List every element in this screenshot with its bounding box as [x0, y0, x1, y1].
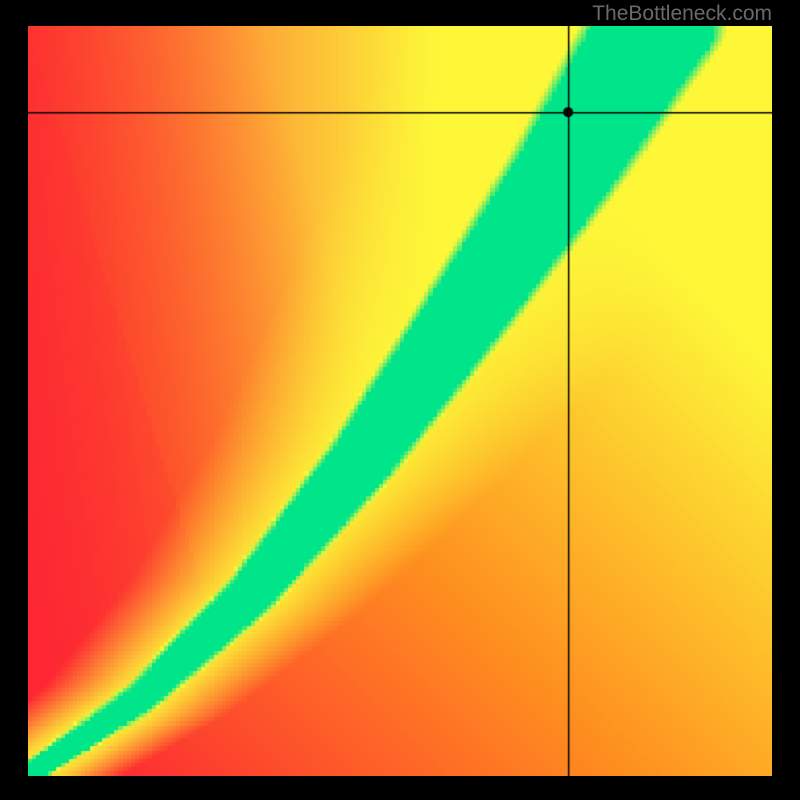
watermark-text: TheBottleneck.com: [592, 2, 772, 26]
heatmap-canvas: [28, 26, 772, 776]
chart-container: TheBottleneck.com: [0, 0, 800, 800]
plot-frame: [28, 26, 772, 776]
